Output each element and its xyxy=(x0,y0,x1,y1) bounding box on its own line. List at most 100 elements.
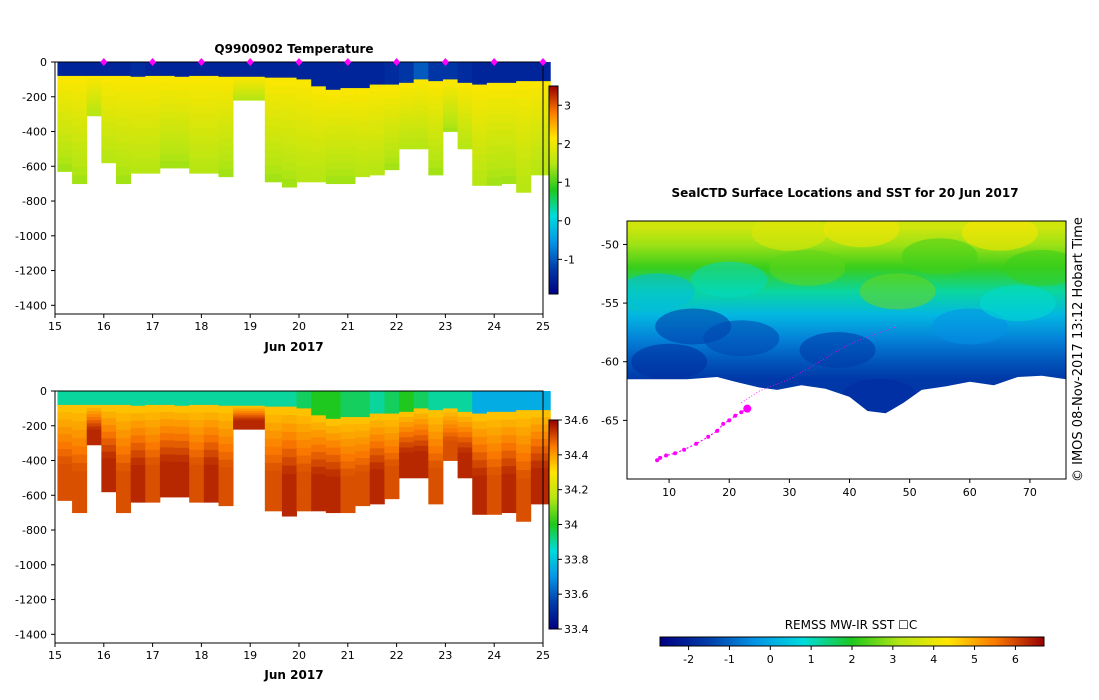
profile-cell xyxy=(530,482,544,490)
profile-cell xyxy=(281,482,297,492)
profile-cell xyxy=(399,422,415,428)
profile-cell xyxy=(247,89,266,92)
profile-cell xyxy=(86,441,102,446)
profile-cell xyxy=(325,169,341,177)
profile-cell xyxy=(355,471,371,479)
profile-cell xyxy=(442,424,458,429)
profile-cell xyxy=(384,104,400,112)
profile-cell xyxy=(159,426,175,434)
profile-cell xyxy=(145,143,161,152)
temperature-title: Q9900902 Temperature xyxy=(214,42,373,56)
profile-cell xyxy=(189,434,205,443)
profile-cell xyxy=(264,117,283,127)
profile-cell xyxy=(247,422,266,425)
profile-cell xyxy=(399,143,415,150)
salinity-x-label: Jun 2017 xyxy=(263,668,323,682)
imos-timestamp: © IMOS 08-Nov-2017 13:12 Hobart Time xyxy=(1071,217,1086,482)
profile-cell xyxy=(203,391,219,406)
profile-cell xyxy=(472,421,488,430)
profile-cell xyxy=(355,417,371,425)
profile-cell xyxy=(501,442,517,452)
profile-cell xyxy=(501,62,517,84)
x-tick-label: 19 xyxy=(243,649,257,662)
recent-track-line xyxy=(741,326,898,404)
profile-cell xyxy=(428,496,444,505)
profile-cell xyxy=(247,62,266,78)
profile-cell xyxy=(296,439,312,449)
profile-cell xyxy=(218,107,234,116)
profile-cell xyxy=(233,411,249,414)
profile-cell xyxy=(281,86,297,95)
profile-cell xyxy=(296,118,312,128)
profile-cell xyxy=(340,110,356,118)
profile-cell xyxy=(399,82,415,89)
profile-cell xyxy=(413,391,429,409)
profile-cell xyxy=(57,62,73,77)
profile-cell xyxy=(442,436,458,441)
profile-cell xyxy=(413,100,429,107)
profile-cell xyxy=(340,431,356,440)
profile-cell xyxy=(340,88,356,96)
profile-cell xyxy=(233,85,249,88)
profile-column xyxy=(442,62,458,132)
profile-cell xyxy=(355,464,371,473)
profile-cell xyxy=(325,454,341,463)
profile-cell xyxy=(72,158,88,168)
profile-cell xyxy=(325,147,341,156)
profile-cell xyxy=(247,82,266,85)
profile-column xyxy=(203,391,219,503)
profile-cell xyxy=(530,102,544,111)
profile-cell xyxy=(428,138,444,147)
profile-cell xyxy=(189,158,205,167)
profile-cell xyxy=(189,90,205,99)
profile-cell xyxy=(340,168,356,177)
profile-cell xyxy=(311,459,327,468)
profile-cell xyxy=(174,76,190,85)
profile-cell xyxy=(413,472,429,479)
profile-cell xyxy=(384,459,400,467)
profile-cell xyxy=(399,472,415,479)
profile-cell xyxy=(296,158,312,167)
profile-cell xyxy=(457,442,473,448)
profile-cell xyxy=(399,108,415,114)
profile-cell xyxy=(384,62,400,85)
profile-cell xyxy=(457,472,473,479)
profile-column xyxy=(159,391,175,498)
profile-cell xyxy=(413,467,429,473)
profile-cell xyxy=(218,62,234,78)
profile-cell xyxy=(369,476,385,484)
profile-cell xyxy=(174,139,190,148)
profile-cell xyxy=(355,108,371,116)
profile-cell xyxy=(413,456,429,463)
profile-cell xyxy=(247,414,266,417)
profile-column xyxy=(501,391,517,514)
profile-cell xyxy=(369,133,385,141)
colorbar-tick-label: 2 xyxy=(564,138,571,151)
profile-cell xyxy=(384,137,400,144)
profile-cell xyxy=(233,96,249,99)
profile-cell xyxy=(116,117,132,127)
profile-cell xyxy=(516,470,532,479)
profile-cell xyxy=(174,83,190,92)
profile-cell xyxy=(174,97,190,106)
track-point xyxy=(733,413,738,418)
track-point xyxy=(739,410,744,415)
profile-cell xyxy=(340,468,356,477)
profile-cell xyxy=(325,104,341,112)
profile-cell xyxy=(501,435,517,444)
profile-cell xyxy=(530,496,544,505)
profile-cell xyxy=(516,183,532,193)
profile-cell xyxy=(203,434,219,443)
profile-cell xyxy=(218,413,234,422)
profile-cell xyxy=(218,84,234,93)
profile-column xyxy=(57,391,73,501)
colorbar-tick-label: -1 xyxy=(564,253,575,266)
y-tick-label: -600 xyxy=(22,489,47,502)
profile-cell xyxy=(86,103,102,108)
profile-cell xyxy=(442,111,458,116)
profile-cell xyxy=(72,175,88,185)
x-tick-label: 25 xyxy=(536,320,550,333)
profile-cell xyxy=(486,122,502,131)
profile-cell xyxy=(189,113,205,122)
track-point xyxy=(673,451,678,456)
